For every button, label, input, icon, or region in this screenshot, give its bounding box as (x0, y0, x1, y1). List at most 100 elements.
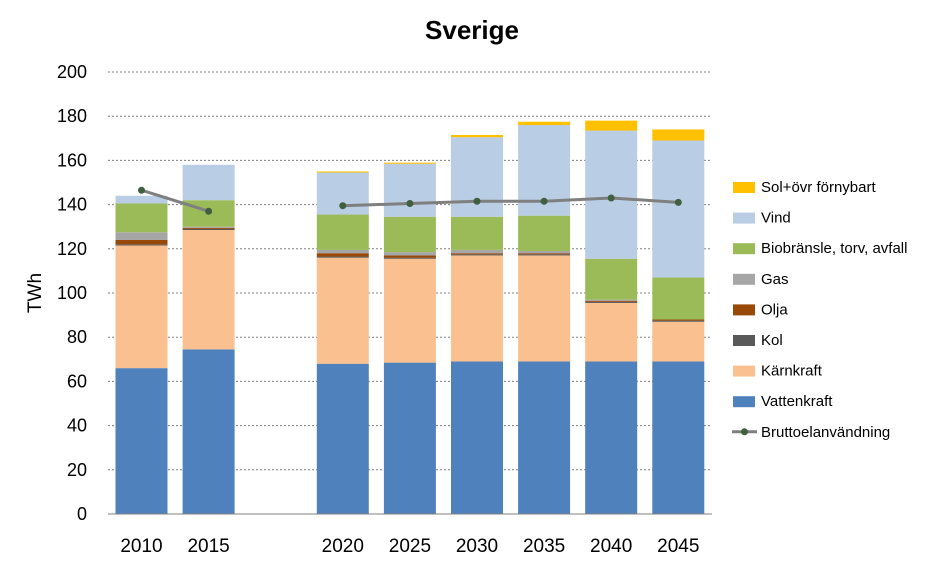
line-point-2040 (607, 194, 615, 202)
y-axis-label: TWh (25, 273, 46, 313)
legend-swatch (733, 335, 755, 346)
bar-karnkraft-2030 (451, 255, 503, 362)
bar-kol-2045 (652, 320, 705, 322)
legend-label: Vind (761, 210, 791, 227)
y-tick-label: 200 (57, 62, 87, 82)
bar-stack-2025 (383, 162, 436, 514)
bar-olja-2040 (585, 300, 638, 302)
x-axis-ticks: 2010 2015 2020 2025 2030 2035 2040 2045 (120, 536, 699, 557)
bar-gas-2015 (182, 226, 235, 228)
bar-vind-2045 (652, 140, 705, 278)
bar-stack-2015 (182, 164, 235, 514)
line-point-2015 (205, 207, 213, 215)
bar-olja-2025 (383, 255, 436, 258)
bar-vind-2025 (383, 163, 436, 217)
legend-item-kol: Kol (733, 332, 783, 349)
bar-olja-2010 (115, 239, 168, 245)
bar-vattenkraft-2035 (518, 361, 571, 514)
bar-kol-2015 (182, 228, 235, 231)
bar-karnkraft-2040 (585, 302, 638, 362)
bar-sol-ovr-fornybart-2025 (383, 162, 436, 164)
legend-item-karnkraft: Kärnkraft (733, 363, 823, 380)
legend-swatch (733, 273, 755, 285)
x-tick-label: 2040 (590, 536, 632, 557)
legend-item-gas: Gas (733, 271, 789, 288)
legend-swatch (733, 182, 755, 193)
legend-label: Olja (761, 301, 788, 318)
legend-label: Gas (761, 271, 789, 288)
legend-swatch (733, 365, 755, 377)
x-tick-label: 2035 (523, 536, 565, 557)
bar-olja-2045 (652, 319, 705, 321)
bar-stack-2020 (316, 171, 369, 514)
bar-biobransle-torv-avfall-2045 (652, 277, 705, 320)
x-tick-label: 2020 (322, 536, 364, 557)
line-segment-1 (141, 188, 210, 213)
bar-biobransle-torv-avfall-2040 (585, 258, 638, 300)
legend-item-sol-ovr-fornybart: Sol+övr förnybart (733, 179, 876, 196)
bar-gas-2040 (585, 299, 638, 301)
bar-karnkraft-2015 (182, 230, 235, 350)
x-tick-label: 2025 (389, 536, 431, 557)
bar-gas-2035 (518, 251, 571, 254)
legend-label: Vattenkraft (761, 393, 833, 410)
bar-olja-2015 (182, 227, 235, 229)
line-point-2045 (674, 198, 682, 206)
bar-sol-ovr-fornybart-2045 (652, 129, 705, 141)
bar-stack-2035 (518, 121, 571, 514)
legend-label: Bruttoelanvändning (761, 424, 890, 441)
line-segment-2 (342, 196, 679, 208)
bar-gas-2025 (383, 252, 436, 256)
line-point-2025 (406, 199, 414, 207)
bar-sol-ovr-fornybart-2040 (585, 120, 638, 131)
bar-biobransle-torv-avfall-2010 (115, 203, 168, 233)
y-tick-label: 100 (57, 283, 87, 303)
bar-gas-2010 (115, 232, 168, 240)
line-point-2010 (138, 186, 145, 194)
y-axis-ticks: 0 20 40 60 80 100 120 140 160 180 200 (57, 62, 87, 524)
line-point-2030 (473, 197, 481, 205)
y-tick-label: 120 (57, 239, 87, 259)
legend-label: Kol (761, 332, 783, 349)
y-tick-label: 0 (77, 504, 87, 524)
bar-karnkraft-2010 (115, 245, 168, 369)
bar-vattenkraft-2040 (585, 361, 638, 514)
line-point-2035 (540, 197, 548, 205)
legend-item-vattenkraft: Vattenkraft (733, 393, 833, 410)
y-tick-label: 180 (57, 106, 87, 126)
bar-kol-2035 (518, 254, 571, 256)
x-tick-label: 2030 (456, 536, 498, 557)
bar-olja-2035 (518, 253, 571, 255)
bar-karnkraft-2035 (518, 255, 571, 362)
bar-karnkraft-2025 (383, 258, 436, 363)
legend-marker (741, 428, 748, 436)
legend: Sol+övr förnybart Vind Biobränsle, torv, a… (732, 179, 907, 441)
bruttoelanvandning-line (138, 186, 682, 215)
bar-olja-2020 (316, 253, 369, 257)
x-tick-label: 2010 (120, 536, 162, 557)
bar-vattenkraft-2010 (115, 368, 168, 514)
legend-swatch (733, 304, 755, 316)
legend-swatch (733, 243, 755, 255)
legend-label: Kärnkraft (761, 363, 823, 380)
bar-kol-2025 (383, 257, 436, 259)
bar-karnkraft-2045 (652, 321, 705, 362)
bar-vattenkraft-2045 (652, 361, 705, 514)
bar-vattenkraft-2025 (383, 362, 436, 514)
legend-swatch (733, 396, 755, 408)
bar-vind-2010 (115, 195, 168, 204)
bar-biobransle-torv-avfall-2035 (518, 215, 571, 252)
legend-item-olja: Olja (733, 301, 788, 318)
bar-vattenkraft-2030 (451, 361, 503, 514)
bar-kol-2020 (316, 256, 369, 258)
bar-stack-2040 (585, 120, 638, 514)
legend-swatch (733, 212, 755, 224)
bar-biobransle-torv-avfall-2020 (316, 214, 369, 250)
bar-vattenkraft-2020 (316, 363, 369, 514)
bar-gas-2030 (451, 249, 503, 254)
bar-stack-2045 (652, 129, 705, 514)
bar-stack-2010 (115, 195, 168, 514)
bars (115, 120, 705, 514)
bar-sol-ovr-fornybart-2020 (316, 171, 369, 173)
